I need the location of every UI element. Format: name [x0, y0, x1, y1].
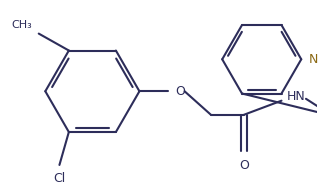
Text: O: O — [239, 159, 249, 172]
Text: CH₃: CH₃ — [11, 20, 32, 30]
Text: O: O — [175, 85, 185, 98]
Text: HN: HN — [287, 90, 306, 103]
Text: N: N — [309, 53, 318, 66]
Text: Cl: Cl — [53, 171, 65, 185]
